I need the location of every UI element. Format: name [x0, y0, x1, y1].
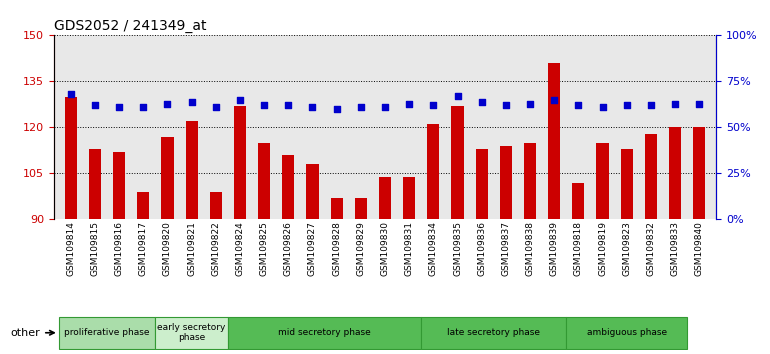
Text: early secretory
phase: early secretory phase: [158, 323, 226, 342]
Point: [379, 104, 391, 110]
Bar: [572, 183, 584, 354]
Bar: [548, 63, 561, 354]
Point: [113, 104, 126, 110]
Point: [282, 103, 294, 108]
Point: [234, 97, 246, 103]
Bar: [500, 146, 512, 354]
Point: [306, 104, 319, 110]
FancyBboxPatch shape: [566, 317, 687, 349]
Bar: [451, 106, 464, 354]
Bar: [65, 97, 77, 354]
Bar: [306, 164, 319, 354]
Bar: [330, 198, 343, 354]
Bar: [597, 143, 608, 354]
Point: [572, 103, 584, 108]
Bar: [644, 133, 657, 354]
Text: mid secretory phase: mid secretory phase: [278, 328, 371, 337]
Point: [500, 103, 512, 108]
Point: [669, 101, 681, 106]
Point: [403, 101, 415, 106]
Bar: [137, 192, 149, 354]
Bar: [524, 143, 536, 354]
Bar: [258, 143, 270, 354]
Point: [330, 106, 343, 112]
Text: other: other: [11, 328, 54, 338]
Point: [596, 104, 608, 110]
Point: [258, 103, 270, 108]
Point: [644, 103, 657, 108]
Legend: count, percentile rank within the sample: count, percentile rank within the sample: [59, 350, 276, 354]
FancyBboxPatch shape: [59, 317, 156, 349]
Bar: [209, 192, 222, 354]
Bar: [621, 149, 633, 354]
Point: [355, 104, 367, 110]
Point: [162, 101, 174, 106]
Point: [451, 93, 464, 99]
FancyBboxPatch shape: [228, 317, 421, 349]
Bar: [669, 127, 681, 354]
Bar: [113, 152, 126, 354]
Point: [65, 91, 77, 97]
Point: [693, 101, 705, 106]
Point: [548, 97, 561, 103]
Point: [621, 103, 633, 108]
Point: [209, 104, 222, 110]
Bar: [403, 177, 415, 354]
Bar: [89, 149, 101, 354]
Text: GDS2052 / 241349_at: GDS2052 / 241349_at: [54, 19, 206, 33]
Bar: [355, 198, 367, 354]
Point: [137, 104, 149, 110]
Point: [186, 99, 198, 104]
Bar: [162, 137, 173, 354]
Point: [89, 103, 101, 108]
Bar: [234, 106, 246, 354]
Text: proliferative phase: proliferative phase: [65, 328, 150, 337]
Bar: [186, 121, 198, 354]
FancyBboxPatch shape: [421, 317, 566, 349]
Bar: [427, 124, 440, 354]
Text: ambiguous phase: ambiguous phase: [587, 328, 667, 337]
Bar: [283, 155, 294, 354]
Bar: [693, 127, 705, 354]
Point: [524, 101, 536, 106]
Text: late secretory phase: late secretory phase: [447, 328, 541, 337]
Point: [476, 99, 488, 104]
FancyBboxPatch shape: [156, 317, 228, 349]
Bar: [476, 149, 487, 354]
Point: [427, 103, 440, 108]
Bar: [379, 177, 391, 354]
